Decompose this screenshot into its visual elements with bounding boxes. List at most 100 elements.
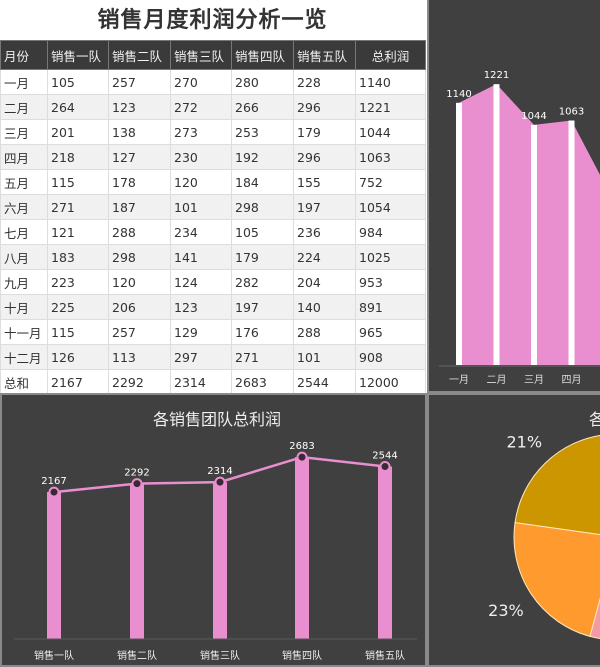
value-cell[interactable]: 228 — [293, 69, 356, 95]
value-cell[interactable]: 140 — [293, 294, 356, 320]
month-cell[interactable]: 四月 — [0, 144, 48, 170]
value-cell[interactable]: 271 — [231, 344, 294, 370]
value-cell[interactable]: 234 — [170, 219, 232, 245]
value-cell[interactable]: 965 — [355, 319, 426, 345]
value-cell[interactable]: 184 — [231, 169, 294, 195]
value-cell[interactable]: 105 — [47, 69, 109, 95]
month-cell[interactable]: 三月 — [0, 119, 48, 145]
value-cell[interactable]: 225 — [47, 294, 109, 320]
value-cell[interactable]: 121 — [47, 219, 109, 245]
value-cell[interactable]: 183 — [47, 244, 109, 270]
value-cell[interactable]: 124 — [170, 269, 232, 295]
value-cell[interactable]: 953 — [355, 269, 426, 295]
value-cell[interactable]: 296 — [293, 94, 356, 120]
value-cell[interactable]: 197 — [293, 194, 356, 220]
value-cell[interactable]: 1221 — [355, 94, 426, 120]
value-cell[interactable]: 126 — [47, 344, 109, 370]
value-cell[interactable]: 266 — [231, 94, 294, 120]
month-cell[interactable]: 总和 — [0, 369, 48, 395]
table-row: 十一月 115 257 129 176 288 965 — [0, 319, 426, 345]
value-cell[interactable]: 273 — [170, 119, 232, 145]
value-cell[interactable]: 197 — [231, 294, 294, 320]
month-cell[interactable]: 十一月 — [0, 319, 48, 345]
value-cell[interactable]: 127 — [108, 144, 171, 170]
value-cell[interactable]: 224 — [293, 244, 356, 270]
value-cell[interactable]: 192 — [231, 144, 294, 170]
value-cell[interactable]: 236 — [293, 219, 356, 245]
value-cell[interactable]: 282 — [231, 269, 294, 295]
column-header: 销售三队 — [170, 40, 232, 70]
value-cell[interactable]: 120 — [108, 269, 171, 295]
column-header: 月份 — [0, 40, 48, 70]
value-cell[interactable]: 298 — [108, 244, 171, 270]
value-cell[interactable]: 206 — [108, 294, 171, 320]
value-cell[interactable]: 176 — [231, 319, 294, 345]
value-cell[interactable]: 179 — [293, 119, 356, 145]
value-cell[interactable]: 1054 — [355, 194, 426, 220]
value-cell[interactable]: 908 — [355, 344, 426, 370]
value-cell[interactable]: 2167 — [47, 369, 109, 395]
month-cell[interactable]: 六月 — [0, 194, 48, 220]
monthly-profit-chart[interactable]: 1140122110441063一月二月三月四月五 — [427, 0, 600, 393]
column-header: 总利润 — [355, 40, 426, 70]
month-cell[interactable]: 八月 — [0, 244, 48, 270]
value-cell[interactable]: 272 — [170, 94, 232, 120]
value-cell[interactable]: 2314 — [170, 369, 232, 395]
value-cell[interactable]: 178 — [108, 169, 171, 195]
month-cell[interactable]: 二月 — [0, 94, 48, 120]
value-cell[interactable]: 2544 — [293, 369, 356, 395]
value-cell[interactable]: 115 — [47, 169, 109, 195]
value-cell[interactable]: 298 — [231, 194, 294, 220]
value-cell[interactable]: 218 — [47, 144, 109, 170]
value-cell[interactable]: 288 — [293, 319, 356, 345]
value-cell[interactable]: 296 — [293, 144, 356, 170]
month-cell[interactable]: 五月 — [0, 169, 48, 195]
data-label: 2683 — [289, 441, 314, 452]
value-cell[interactable]: 101 — [170, 194, 232, 220]
value-cell[interactable]: 12000 — [355, 369, 426, 395]
value-cell[interactable]: 113 — [108, 344, 171, 370]
value-cell[interactable]: 155 — [293, 169, 356, 195]
value-cell[interactable]: 253 — [231, 119, 294, 145]
value-cell[interactable]: 204 — [293, 269, 356, 295]
value-cell[interactable]: 179 — [231, 244, 294, 270]
value-cell[interactable]: 223 — [47, 269, 109, 295]
month-cell[interactable]: 七月 — [0, 219, 48, 245]
value-cell[interactable]: 271 — [47, 194, 109, 220]
value-cell[interactable]: 1063 — [355, 144, 426, 170]
month-cell[interactable]: 九月 — [0, 269, 48, 295]
value-cell[interactable]: 270 — [170, 69, 232, 95]
value-cell[interactable]: 129 — [170, 319, 232, 345]
value-cell[interactable]: 891 — [355, 294, 426, 320]
month-cell[interactable]: 十月 — [0, 294, 48, 320]
pie-slice — [513, 522, 600, 638]
value-cell[interactable]: 280 — [231, 69, 294, 95]
value-cell[interactable]: 1140 — [355, 69, 426, 95]
value-cell[interactable]: 138 — [108, 119, 171, 145]
value-cell[interactable]: 297 — [170, 344, 232, 370]
value-cell[interactable]: 201 — [47, 119, 109, 145]
value-cell[interactable]: 187 — [108, 194, 171, 220]
value-cell[interactable]: 101 — [293, 344, 356, 370]
value-cell[interactable]: 230 — [170, 144, 232, 170]
team-profit-chart[interactable]: 各销售团队总利润 2167 2292 2314 2683 2544 销售一队 销售二队 销售三队… — [0, 393, 427, 667]
value-cell[interactable]: 123 — [108, 94, 171, 120]
value-cell[interactable]: 1025 — [355, 244, 426, 270]
value-cell[interactable]: 257 — [108, 69, 171, 95]
value-cell[interactable]: 264 — [47, 94, 109, 120]
value-cell[interactable]: 257 — [108, 319, 171, 345]
value-cell[interactable]: 141 — [170, 244, 232, 270]
value-cell[interactable]: 120 — [170, 169, 232, 195]
team-share-pie-chart[interactable]: 各 21% 23% — [427, 393, 600, 667]
value-cell[interactable]: 115 — [47, 319, 109, 345]
value-cell[interactable]: 288 — [108, 219, 171, 245]
value-cell[interactable]: 2292 — [108, 369, 171, 395]
value-cell[interactable]: 123 — [170, 294, 232, 320]
month-cell[interactable]: 十二月 — [0, 344, 48, 370]
value-cell[interactable]: 2683 — [231, 369, 294, 395]
value-cell[interactable]: 984 — [355, 219, 426, 245]
value-cell[interactable]: 1044 — [355, 119, 426, 145]
value-cell[interactable]: 752 — [355, 169, 426, 195]
value-cell[interactable]: 105 — [231, 219, 294, 245]
month-cell[interactable]: 一月 — [0, 69, 48, 95]
